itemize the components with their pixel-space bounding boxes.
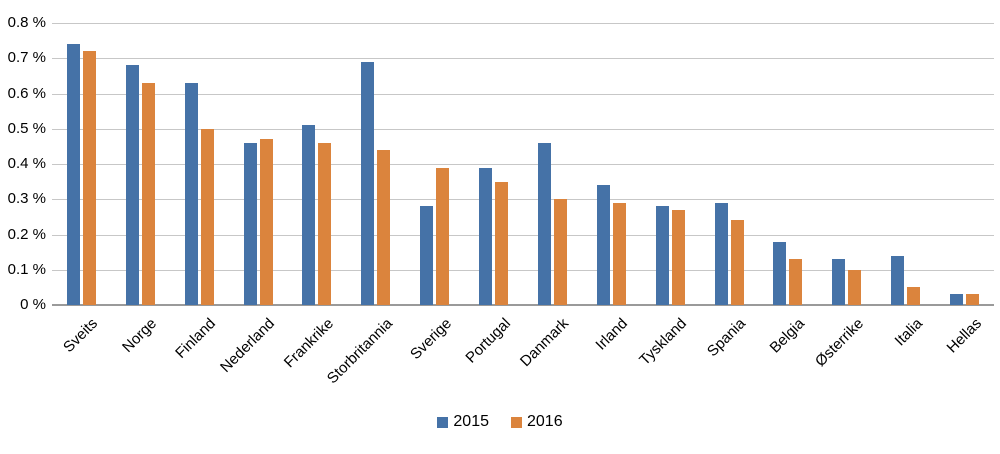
bar-2015-tyskland <box>656 206 669 305</box>
x-axis-label-sverige: Sverige <box>406 315 455 363</box>
bar-2016-storbritannia <box>377 150 390 305</box>
x-axis-label-frankrike: Frankrike <box>280 315 337 372</box>
bar-2016-norge <box>142 83 155 305</box>
bar-2015-irland <box>597 185 610 305</box>
bar-2015-norge <box>126 65 139 305</box>
bar-2016-italia <box>907 287 920 305</box>
y-tick-label: 0.1 % <box>7 260 46 278</box>
gridline <box>52 234 994 236</box>
legend-item-2016: 2016 <box>511 413 563 431</box>
bar-2016-irland <box>613 203 626 305</box>
gridline <box>52 23 994 24</box>
bar-2016-tyskland <box>672 210 685 305</box>
y-tick-label: 0.8 % <box>7 14 46 31</box>
legend-swatch-2015-icon <box>437 416 449 428</box>
bar-2015-hellas <box>950 294 963 305</box>
bar-2016-sverige <box>436 168 449 305</box>
bar-2016-sveits <box>83 51 96 305</box>
x-axis-label-portugal: Portugal <box>462 315 514 367</box>
y-tick-label: 0.7 % <box>7 49 46 67</box>
gridline <box>52 269 994 271</box>
bar-2016-frankrike <box>318 143 331 305</box>
x-axis-label-tyskland: Tyskland <box>636 315 691 369</box>
x-axis-label-irland: Irland <box>592 315 632 354</box>
bar-2015-østerrike <box>832 259 845 305</box>
legend-swatch-2016-icon <box>511 416 522 428</box>
legend-label-2016: 2016 <box>527 413 563 430</box>
bar-2016-portugal <box>495 182 508 305</box>
x-axis-label-finland: Finland <box>172 315 220 362</box>
bar-2015-frankrike <box>302 125 315 305</box>
gridline <box>52 128 994 130</box>
bar-2015-belgia <box>773 242 786 305</box>
x-axis-label-danmark: Danmark <box>517 315 573 371</box>
legend-item-2015: 2015 <box>437 413 489 431</box>
bar-2016-danmark <box>554 199 567 305</box>
gridline <box>52 199 994 201</box>
x-axis-label-østerrike: Østerrike <box>811 315 867 371</box>
gridline <box>52 58 994 60</box>
bar-2015-portugal <box>479 168 492 305</box>
x-axis-label-nederland: Nederland <box>217 315 279 376</box>
legend: 2015 2016 <box>0 413 1000 431</box>
bar-2015-storbritannia <box>361 62 374 305</box>
bar-2016-belgia <box>789 259 802 305</box>
bar-2015-italia <box>891 256 904 305</box>
y-tick-label: 0.4 % <box>7 155 46 172</box>
legend-label-2015: 2015 <box>453 413 489 430</box>
bar-2015-sveits <box>67 44 80 305</box>
x-axis-label-spania: Spania <box>704 315 750 361</box>
x-axis-label-norge: Norge <box>119 315 161 356</box>
x-axis-label-sveits: Sveits <box>60 315 102 356</box>
x-axis-label-hellas: Hellas <box>943 315 985 357</box>
bar-2015-sverige <box>420 206 433 305</box>
bar-2016-spania <box>731 220 744 305</box>
x-axis-label-italia: Italia <box>891 315 926 350</box>
y-tick-label: 0.5 % <box>7 119 46 137</box>
bar-2015-danmark <box>538 143 551 305</box>
bar-2016-hellas <box>966 294 979 305</box>
bar-2016-nederland <box>260 139 273 305</box>
y-tick-label: 0.2 % <box>7 225 46 243</box>
bar-2015-nederland <box>244 143 257 305</box>
y-tick-label: 0.6 % <box>7 84 46 102</box>
y-tick-label: 0 % <box>20 296 46 313</box>
bar-2015-finland <box>185 83 198 305</box>
x-axis-line <box>52 304 994 306</box>
y-tick-label: 0.3 % <box>7 190 46 208</box>
bar-2015-spania <box>715 203 728 305</box>
x-axis-label-belgia: Belgia <box>766 315 808 357</box>
bar-2016-finland <box>201 129 214 305</box>
gridline <box>52 164 994 165</box>
gridline <box>52 93 994 95</box>
bar-2016-østerrike <box>848 270 861 305</box>
